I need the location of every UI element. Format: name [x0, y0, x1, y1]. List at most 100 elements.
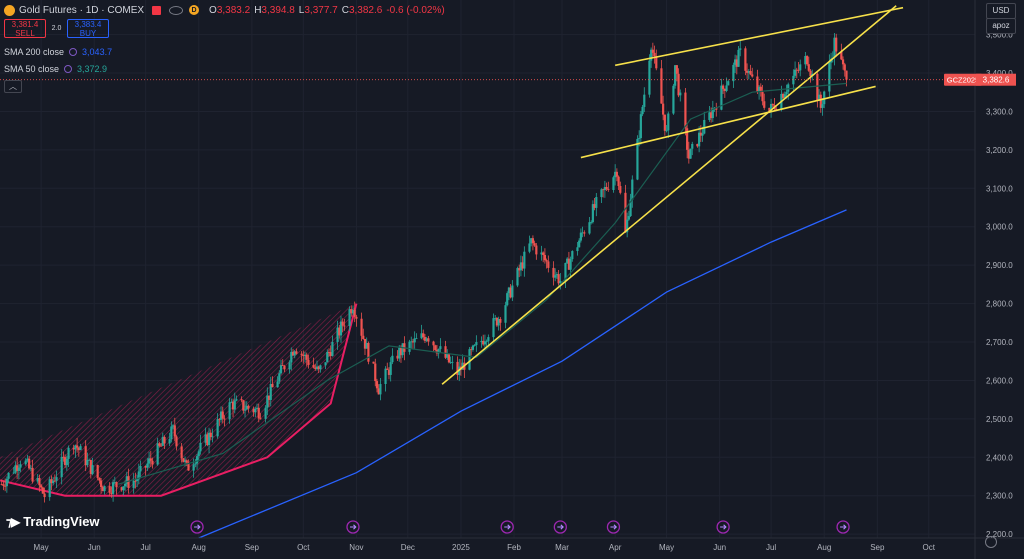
candle-body: [60, 456, 63, 478]
candle-body: [144, 466, 147, 468]
candle-body: [662, 103, 665, 115]
candle-body: [319, 365, 322, 370]
candle-body: [506, 293, 509, 306]
symbol-tag-text: GCZ2025: [947, 76, 980, 85]
candle-body: [674, 65, 677, 86]
candle-body: [723, 88, 726, 91]
candle-body: [355, 316, 358, 319]
flag-icon[interactable]: [152, 5, 162, 15]
indicator-sma200[interactable]: SMA 200 close 3,043.7: [4, 47, 112, 57]
candle-body: [146, 463, 149, 468]
buy-button[interactable]: 3,383.4 BUY: [67, 19, 109, 38]
y-tick-label: 2,500.0: [986, 415, 1013, 424]
earnings-arrow-icon[interactable]: [606, 520, 621, 534]
y-tick-label: 3,300.0: [986, 107, 1013, 116]
candle-body: [279, 365, 283, 374]
candle-body: [653, 52, 656, 57]
earnings-arrow-icon[interactable]: [500, 520, 514, 534]
ohlc-high-value: 3,394.8: [261, 4, 295, 16]
x-tick-label: 2025: [452, 543, 470, 552]
candle-body: [432, 341, 435, 346]
gear-icon[interactable]: [69, 48, 78, 56]
candle-body: [267, 395, 271, 400]
candle-body: [447, 353, 451, 363]
earnings-arrow-icon[interactable]: [346, 520, 360, 534]
indicator-sma50[interactable]: SMA 50 close 3,372.9: [4, 64, 107, 74]
candle-body: [339, 321, 343, 336]
ohlc-open-value: 3,383.2: [216, 4, 251, 16]
earnings-arrow-icon[interactable]: [716, 520, 730, 534]
candle-body: [271, 383, 274, 388]
gear-icon[interactable]: [985, 536, 997, 548]
candle-body: [677, 73, 680, 96]
buy-label: BUY: [79, 28, 97, 38]
candle-body: [185, 460, 188, 463]
candle-body: [468, 349, 471, 370]
candle-body: [24, 460, 27, 465]
candle-body: [519, 262, 523, 271]
candle-body: [434, 345, 437, 350]
candle-body: [79, 446, 82, 451]
y-tick-label: 2,900.0: [986, 261, 1013, 270]
scale-button[interactable]: apoz: [986, 18, 1016, 34]
candle-body: [619, 185, 622, 193]
currency-button[interactable]: USD: [986, 3, 1016, 19]
gear-icon[interactable]: [64, 65, 73, 73]
candle-body: [223, 418, 226, 420]
candle-body: [639, 114, 642, 139]
candle-body: [348, 309, 351, 326]
candle-body: [631, 179, 634, 200]
candle-body: [734, 59, 737, 65]
candle-body: [278, 373, 281, 382]
x-tick-label: Feb: [507, 543, 521, 552]
symbol-title[interactable]: Gold Futures · 1D · COMEX: [19, 4, 145, 16]
candle-body: [288, 362, 291, 370]
earnings-arrow-icon[interactable]: [553, 520, 567, 534]
candle-body: [624, 192, 627, 233]
eye-icon[interactable]: [169, 5, 184, 15]
candle-body: [101, 487, 104, 492]
candle-body: [775, 109, 778, 110]
candle-body: [122, 486, 125, 491]
candle-body: [757, 86, 761, 92]
candle-body: [52, 480, 55, 484]
candle-body: [38, 477, 41, 486]
candle-body: [233, 400, 236, 410]
candle-body: [715, 107, 718, 110]
candle-body: [507, 287, 511, 294]
candle-body: [823, 91, 826, 105]
candle-body: [0, 484, 3, 485]
candle-body: [384, 368, 387, 385]
trendline: [441, 5, 897, 385]
spread-value: 2.0: [51, 25, 62, 32]
candle-body: [113, 482, 116, 483]
candle-body: [636, 138, 639, 180]
candle-body: [480, 340, 483, 343]
candle-body: [696, 143, 699, 147]
candle-body: [156, 443, 159, 465]
candle-body: [487, 337, 490, 342]
candle-body: [691, 143, 694, 149]
trendline: [615, 6, 904, 67]
cup-fill: [0, 303, 357, 496]
candle-body: [398, 347, 401, 359]
collapse-legend-button[interactable]: ︿: [4, 80, 22, 93]
candle-body: [569, 259, 572, 270]
earnings-arrow-icon[interactable]: [190, 520, 204, 534]
candle-body: [315, 366, 319, 369]
candle-body: [135, 479, 139, 481]
earnings-arrow-icon[interactable]: [836, 520, 850, 534]
x-tick-label: Apr: [609, 543, 622, 552]
candle-body: [552, 267, 555, 278]
candle-body: [127, 476, 130, 488]
candle-body: [350, 309, 353, 314]
chart-grid: [0, 0, 975, 538]
candle-body: [396, 355, 399, 359]
sell-button[interactable]: 3,381.4 SELL: [4, 19, 46, 38]
candle-body: [26, 458, 29, 461]
candle-body: [768, 107, 771, 112]
candle-body: [293, 351, 296, 356]
candle-body: [134, 480, 137, 482]
candle-body: [701, 133, 704, 136]
